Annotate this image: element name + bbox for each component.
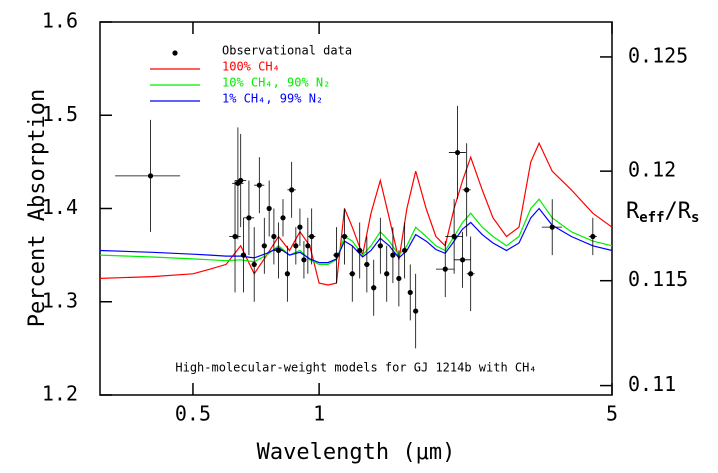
data-point bbox=[451, 233, 457, 240]
data-point bbox=[464, 187, 470, 193]
data-point bbox=[549, 224, 555, 230]
x-tick-label: 1 bbox=[313, 402, 325, 426]
x-axis-label: Wavelength (μm) bbox=[257, 440, 456, 465]
y-tick-label: 1.6 bbox=[42, 9, 78, 33]
y2-label-part: R bbox=[626, 199, 640, 224]
data-point bbox=[468, 271, 474, 277]
data-point bbox=[289, 187, 295, 193]
data-point bbox=[232, 233, 238, 240]
legend-label: 100% CH₄ bbox=[222, 60, 280, 74]
y-tick-label: 1.4 bbox=[42, 195, 78, 219]
data-point bbox=[590, 233, 596, 240]
y2-axis-label: Reff/Rs bbox=[626, 199, 699, 226]
data-point bbox=[275, 247, 282, 254]
y2-tick-label: 0.115 bbox=[628, 267, 688, 291]
data-point bbox=[377, 243, 383, 249]
model-line bbox=[99, 207, 613, 264]
y2-tick-label: 0.11 bbox=[628, 372, 676, 396]
data-point bbox=[407, 289, 413, 296]
data-point bbox=[333, 252, 340, 258]
data-point bbox=[271, 233, 277, 240]
y-tick-label: 1.2 bbox=[42, 382, 78, 406]
data-point bbox=[251, 261, 257, 268]
data-point bbox=[261, 243, 267, 249]
data-point bbox=[364, 261, 370, 268]
legend-label: 10% CH₄, 90% N₂ bbox=[222, 76, 330, 90]
x-tick-label: 5 bbox=[606, 402, 618, 426]
data-point bbox=[297, 224, 303, 230]
y2-tick-label: 0.125 bbox=[628, 43, 688, 67]
data-point bbox=[147, 173, 154, 179]
annotation: High-molecular-weight models for GJ 1214… bbox=[175, 361, 536, 375]
data-point bbox=[454, 149, 461, 156]
data-point bbox=[442, 266, 448, 272]
data-point bbox=[349, 271, 355, 277]
data-point bbox=[246, 215, 252, 221]
data-point bbox=[301, 257, 307, 263]
data-point bbox=[293, 243, 299, 249]
data-point bbox=[309, 233, 315, 240]
data-point bbox=[413, 308, 419, 314]
plot-frame bbox=[99, 21, 613, 396]
data-point bbox=[402, 247, 408, 254]
data-point bbox=[390, 252, 396, 258]
y-tick-label: 1.3 bbox=[42, 288, 78, 312]
legend-marker bbox=[172, 50, 178, 56]
data-point bbox=[396, 275, 402, 282]
data-point bbox=[284, 271, 290, 277]
legend-label: Observational data bbox=[222, 44, 352, 58]
y2-tick-label: 0.12 bbox=[628, 158, 676, 182]
model-line bbox=[99, 198, 613, 265]
data-point bbox=[459, 257, 466, 263]
data-point bbox=[371, 285, 377, 291]
data-point bbox=[240, 252, 247, 258]
y-tick-label: 1.5 bbox=[42, 102, 78, 126]
y2-label-part: /R bbox=[665, 199, 692, 224]
data-point bbox=[341, 233, 348, 240]
data-point bbox=[305, 243, 311, 249]
y2-label-part: eff bbox=[639, 210, 664, 226]
data-point bbox=[384, 271, 390, 277]
x-tick-label: 0.5 bbox=[175, 402, 211, 426]
legend-label: 1% CH₄, 99% N₂ bbox=[222, 92, 323, 106]
y-axis-label: Percent Absorption bbox=[25, 89, 50, 327]
model-line bbox=[99, 141, 613, 286]
data-point bbox=[256, 182, 262, 188]
data-point bbox=[280, 215, 286, 221]
data-point bbox=[238, 177, 244, 184]
data-point bbox=[357, 247, 363, 254]
y2-label-part: s bbox=[691, 210, 699, 226]
data-point bbox=[266, 205, 272, 212]
